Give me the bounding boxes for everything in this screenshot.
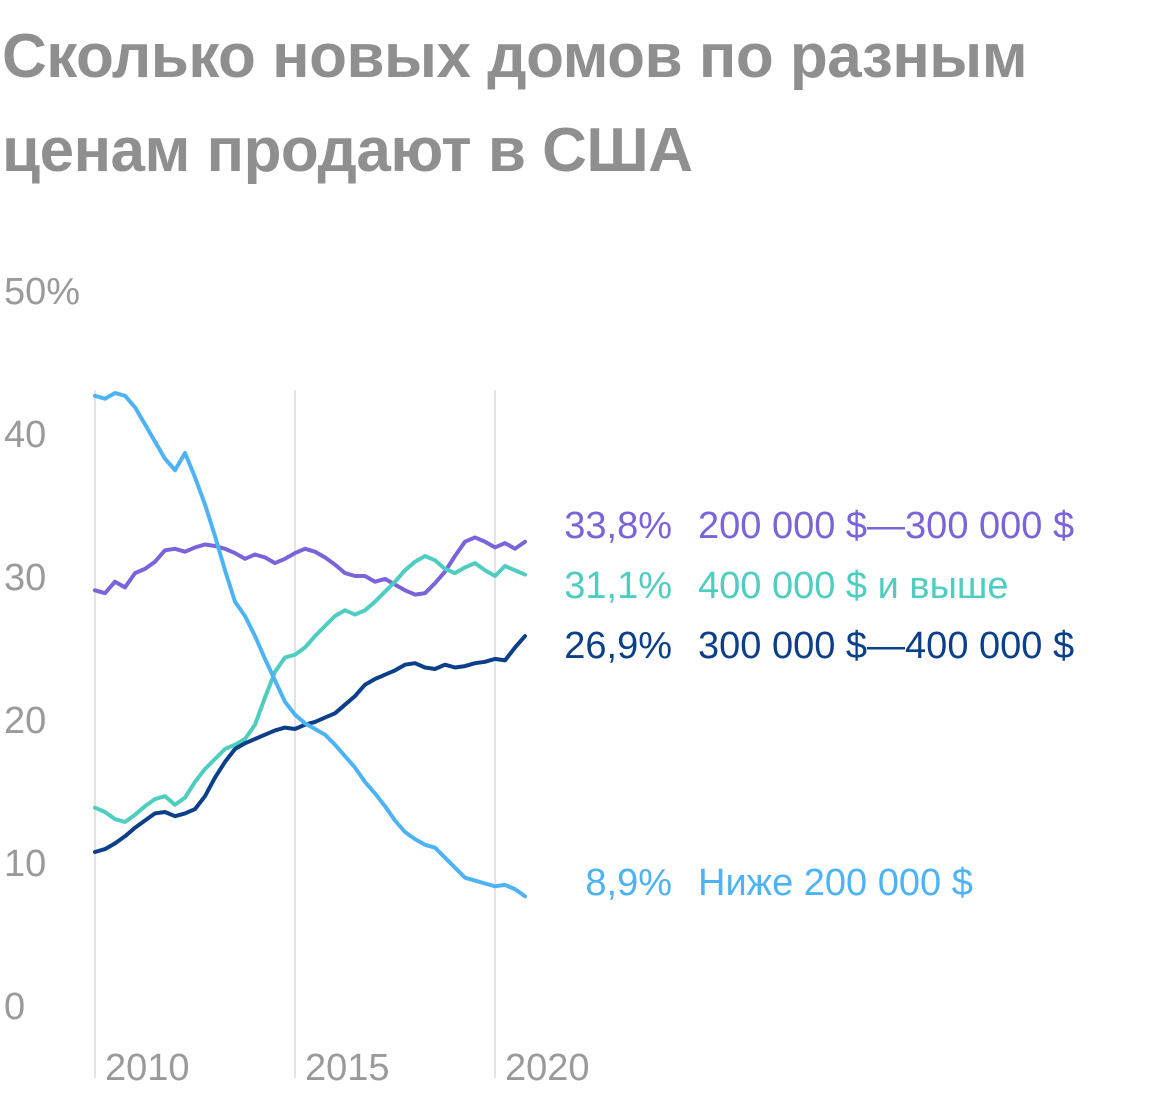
y-tick-label: 40: [4, 414, 46, 456]
x-tick-label: 2015: [305, 1047, 390, 1089]
end-value-label: 8,9%: [585, 862, 672, 904]
x-gridlines: [94, 390, 496, 1078]
y-tick-label: 30: [4, 557, 46, 599]
y-tick-label: 50%: [4, 271, 80, 313]
y-tick-label: 10: [4, 843, 46, 885]
series-line-4: [93, 391, 527, 899]
series-name-label: 200 000 $—300 000 $: [698, 505, 1074, 547]
x-axis-ticks: 2010 2015 2020: [105, 1047, 590, 1089]
series-name-label: 300 000 $—400 000 $: [698, 625, 1074, 667]
end-value-label: 33,8%: [564, 505, 672, 547]
series-line-1: [93, 535, 527, 597]
end-labels: 33,8% 200 000 $—300 000 $ 31,1% 400 000 $ и…: [564, 505, 1074, 904]
x-tick-label: 2020: [505, 1047, 590, 1089]
x-tick-label: 2010: [105, 1047, 190, 1089]
series-name-label: Ниже 200 000 $: [698, 862, 973, 904]
y-tick-label: 0: [4, 986, 25, 1028]
series-line-3: [93, 634, 527, 854]
chart-title: Сколько новых домов по разным ценам прод…: [2, 22, 1028, 185]
series-line-2: [93, 554, 527, 824]
series-lines: [93, 391, 527, 899]
end-value-label: 31,1%: [564, 565, 672, 607]
y-axis-ticks: 50% 40 30 20 10 0: [4, 271, 80, 1028]
series-name-label: 400 000 $ и выше: [698, 565, 1009, 607]
end-value-label: 26,9%: [564, 625, 672, 667]
y-tick-label: 20: [4, 700, 46, 742]
